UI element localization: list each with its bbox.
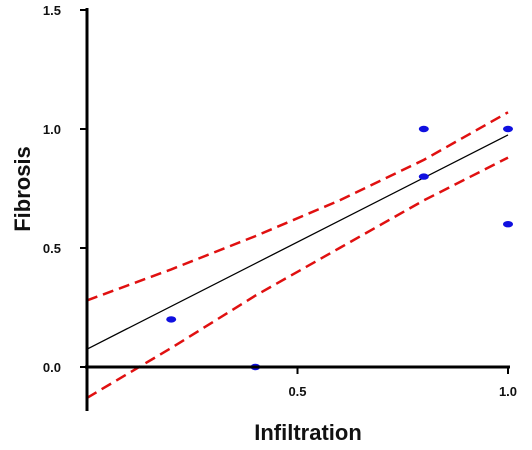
y-axis-title: Fibrosis [10, 146, 35, 232]
ci-upper-line [86, 111, 509, 302]
data-point [503, 125, 513, 133]
y-tick-label: 0.0 [43, 360, 61, 375]
regression-line [86, 134, 509, 350]
x-tick-label: 0.5 [288, 384, 306, 399]
axes [85, 8, 510, 411]
data-point [503, 221, 513, 228]
y-tick-label: 0.5 [43, 241, 61, 256]
y-tick-label: 1.5 [43, 3, 61, 18]
y-tick-label: 1.0 [43, 122, 61, 137]
data-point [418, 125, 429, 133]
x-tick-label: 1.0 [499, 384, 517, 399]
ticks: 0.5 1.0 0.0 0.5 1.0 1.5 [43, 3, 517, 399]
x-axis-title: Infiltration [254, 420, 362, 445]
data-point [418, 173, 429, 180]
ci-lower-line [86, 156, 509, 399]
plot-area [86, 111, 513, 399]
data-point [166, 316, 177, 323]
